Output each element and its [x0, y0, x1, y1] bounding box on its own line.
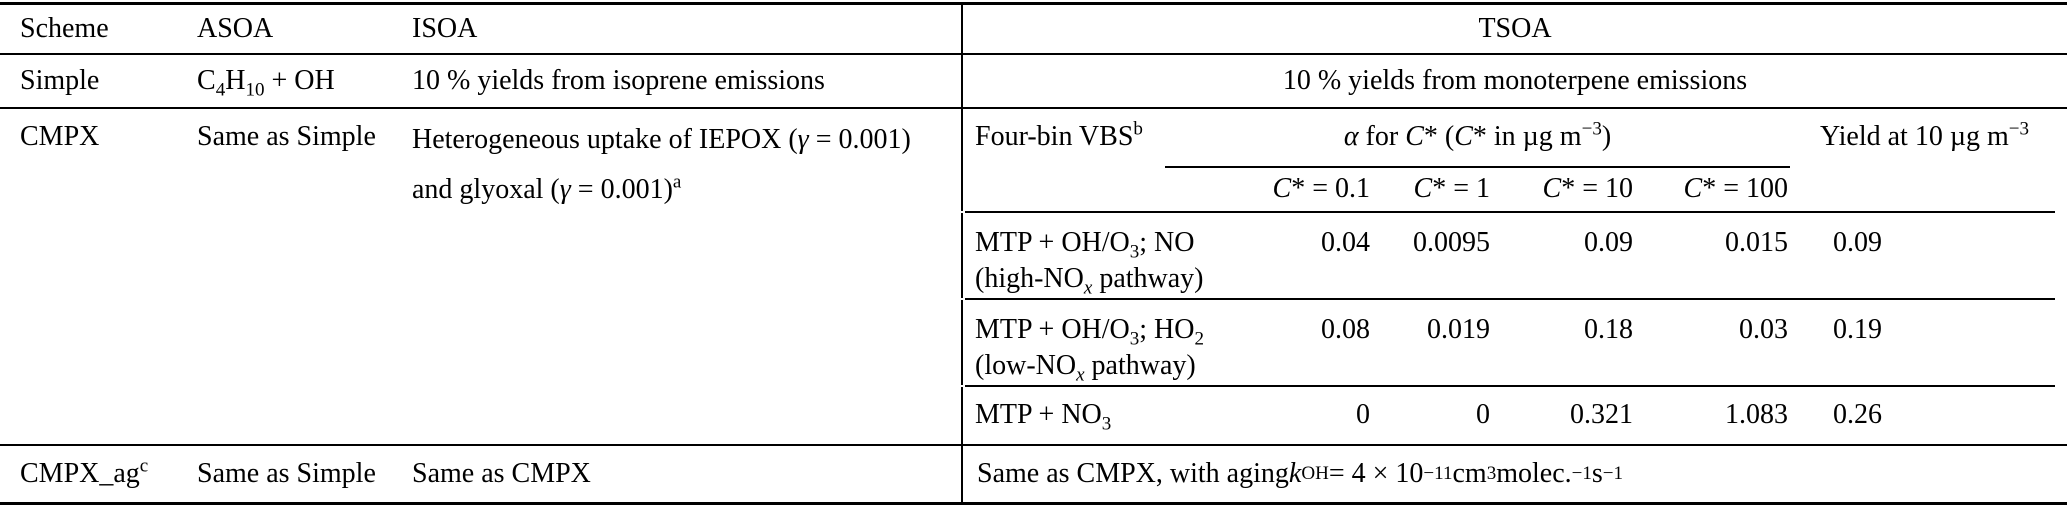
vbs-divider-rule: [965, 385, 2055, 387]
vbs-pathway-row-low-nox: MTP + OH/O3; HO2 (low-NOx pathway) 0.08 …: [961, 300, 2067, 385]
vbs-bin-header-c1: C* = 1: [1413, 173, 1490, 204]
isoa-description-line2: and glyoxal (γ = 0.001)a: [412, 171, 682, 205]
isoa-description-line1: Heterogeneous uptake of IEPOX (γ = 0.001…: [412, 124, 911, 155]
vbs-bin-header-c0p1: C* = 0.1: [1272, 173, 1370, 204]
vbs-alpha-header: α for C* (C* in µg m−3): [1165, 109, 1790, 168]
table-top-rule: [0, 2, 2067, 5]
vbs-pathway-row-high-nox: MTP + OH/O3; NO (high-NOx pathway) 0.04 …: [961, 213, 2067, 298]
pathway-label: MTP + NO3: [963, 387, 1165, 444]
alpha-value: 0.18: [1584, 314, 1633, 345]
vbs-bin-header-c10: C* = 10: [1542, 173, 1633, 204]
alpha-value: 1.083: [1725, 399, 1788, 430]
vbs-bin-header-c100: C* = 100: [1683, 173, 1788, 204]
alpha-value: 0.015: [1725, 227, 1788, 258]
table-row-simple: Simple C4H10 + OH 10 % yields from isopr…: [0, 55, 2067, 107]
vbs-divider-rule: [965, 298, 2055, 300]
vbs-bin-header-spacer: [963, 168, 1165, 211]
table-bottom-rule: [0, 502, 2067, 505]
asoa-formula: C4H10 + OH: [197, 65, 335, 101]
alpha-value: 0.03: [1739, 314, 1788, 345]
col-header-isoa: ISOA: [412, 13, 478, 44]
scheme-name: CMPX_agc: [20, 455, 149, 489]
alpha-value: 0.321: [1570, 399, 1633, 430]
tsoa-description: Same as CMPX, with aging k OH = 4 × 10 −11…: [961, 446, 2067, 502]
header-divider-rule: [0, 53, 2067, 55]
alpha-value: 0.0095: [1413, 227, 1490, 258]
vbs-title: Four-bin VBSb: [975, 118, 1143, 152]
col-header-tsoa: TSOA: [961, 5, 2067, 53]
vbs-pathway-row-no3: MTP + NO3 0 0 0.321 1.083 0.26: [961, 387, 2067, 444]
vbs-header-row: Four-bin VBSb α for C* (C* in µg m−3) Yi…: [961, 109, 2067, 168]
isoa-description: Same as CMPX: [412, 458, 591, 489]
pathway-reaction: MTP + OH/O3; HO2: [975, 314, 1205, 350]
vbs-bin-header-row: C* = 0.1 C* = 1 C* = 10 C* = 100: [961, 168, 2067, 211]
alpha-value: 0.08: [1321, 314, 1370, 345]
table-row-cmpx: CMPX Same as Simple Heterogeneous uptake…: [0, 109, 2067, 444]
col-header-scheme: Scheme: [20, 13, 109, 44]
row-divider-rule: [0, 107, 2067, 109]
isoa-description: 10 % yields from isoprene emissions: [412, 65, 825, 96]
scheme-name: CMPX: [20, 121, 100, 152]
pathway-label: MTP + OH/O3; HO2 (low-NOx pathway): [963, 300, 1205, 386]
isoa-description: Heterogeneous uptake of IEPOX (γ = 0.001…: [412, 109, 961, 215]
vbs-yield-header: Yield at 10 µg m−3: [1819, 118, 2029, 152]
alpha-value: 0: [1356, 399, 1370, 430]
vbs-bin-header-yield-spacer: [1790, 168, 2067, 211]
asoa-description: Same as Simple: [197, 458, 376, 489]
table-header-row: Scheme ASOA ISOA TSOA: [0, 5, 2067, 53]
pathway-reaction: MTP + OH/O3; NO: [975, 227, 1195, 263]
pathway-label: MTP + OH/O3; NO (high-NOx pathway): [963, 213, 1204, 299]
asoa-description: Same as Simple: [197, 121, 376, 152]
alpha-value: 0: [1476, 399, 1490, 430]
table-row-cmpx-ag: CMPX_agc Same as Simple Same as CMPX Sam…: [0, 446, 2067, 502]
tsoa-vbs-subtable: Four-bin VBSb α for C* (C* in µg m−3) Yi…: [961, 109, 2067, 444]
col-header-asoa: ASOA: [197, 13, 274, 44]
scheme-name: Simple: [20, 65, 100, 96]
vbs-divider-rule: [965, 211, 2055, 213]
alpha-value: 0.04: [1321, 227, 1370, 258]
alpha-value: 0.019: [1427, 314, 1490, 345]
alpha-value: 0.09: [1584, 227, 1633, 258]
yield-value: 0.19: [1833, 314, 1882, 345]
pathway-note: (low-NOx pathway): [975, 350, 1196, 386]
yield-value: 0.26: [1833, 399, 1882, 430]
pathway-note: (high-NOx pathway): [975, 263, 1204, 299]
yield-value: 0.09: [1833, 227, 1882, 258]
pathway-reaction: MTP + NO3: [975, 399, 1112, 435]
tsoa-description: 10 % yields from monoterpene emissions: [961, 55, 2067, 107]
row-divider-rule: [0, 444, 2067, 446]
